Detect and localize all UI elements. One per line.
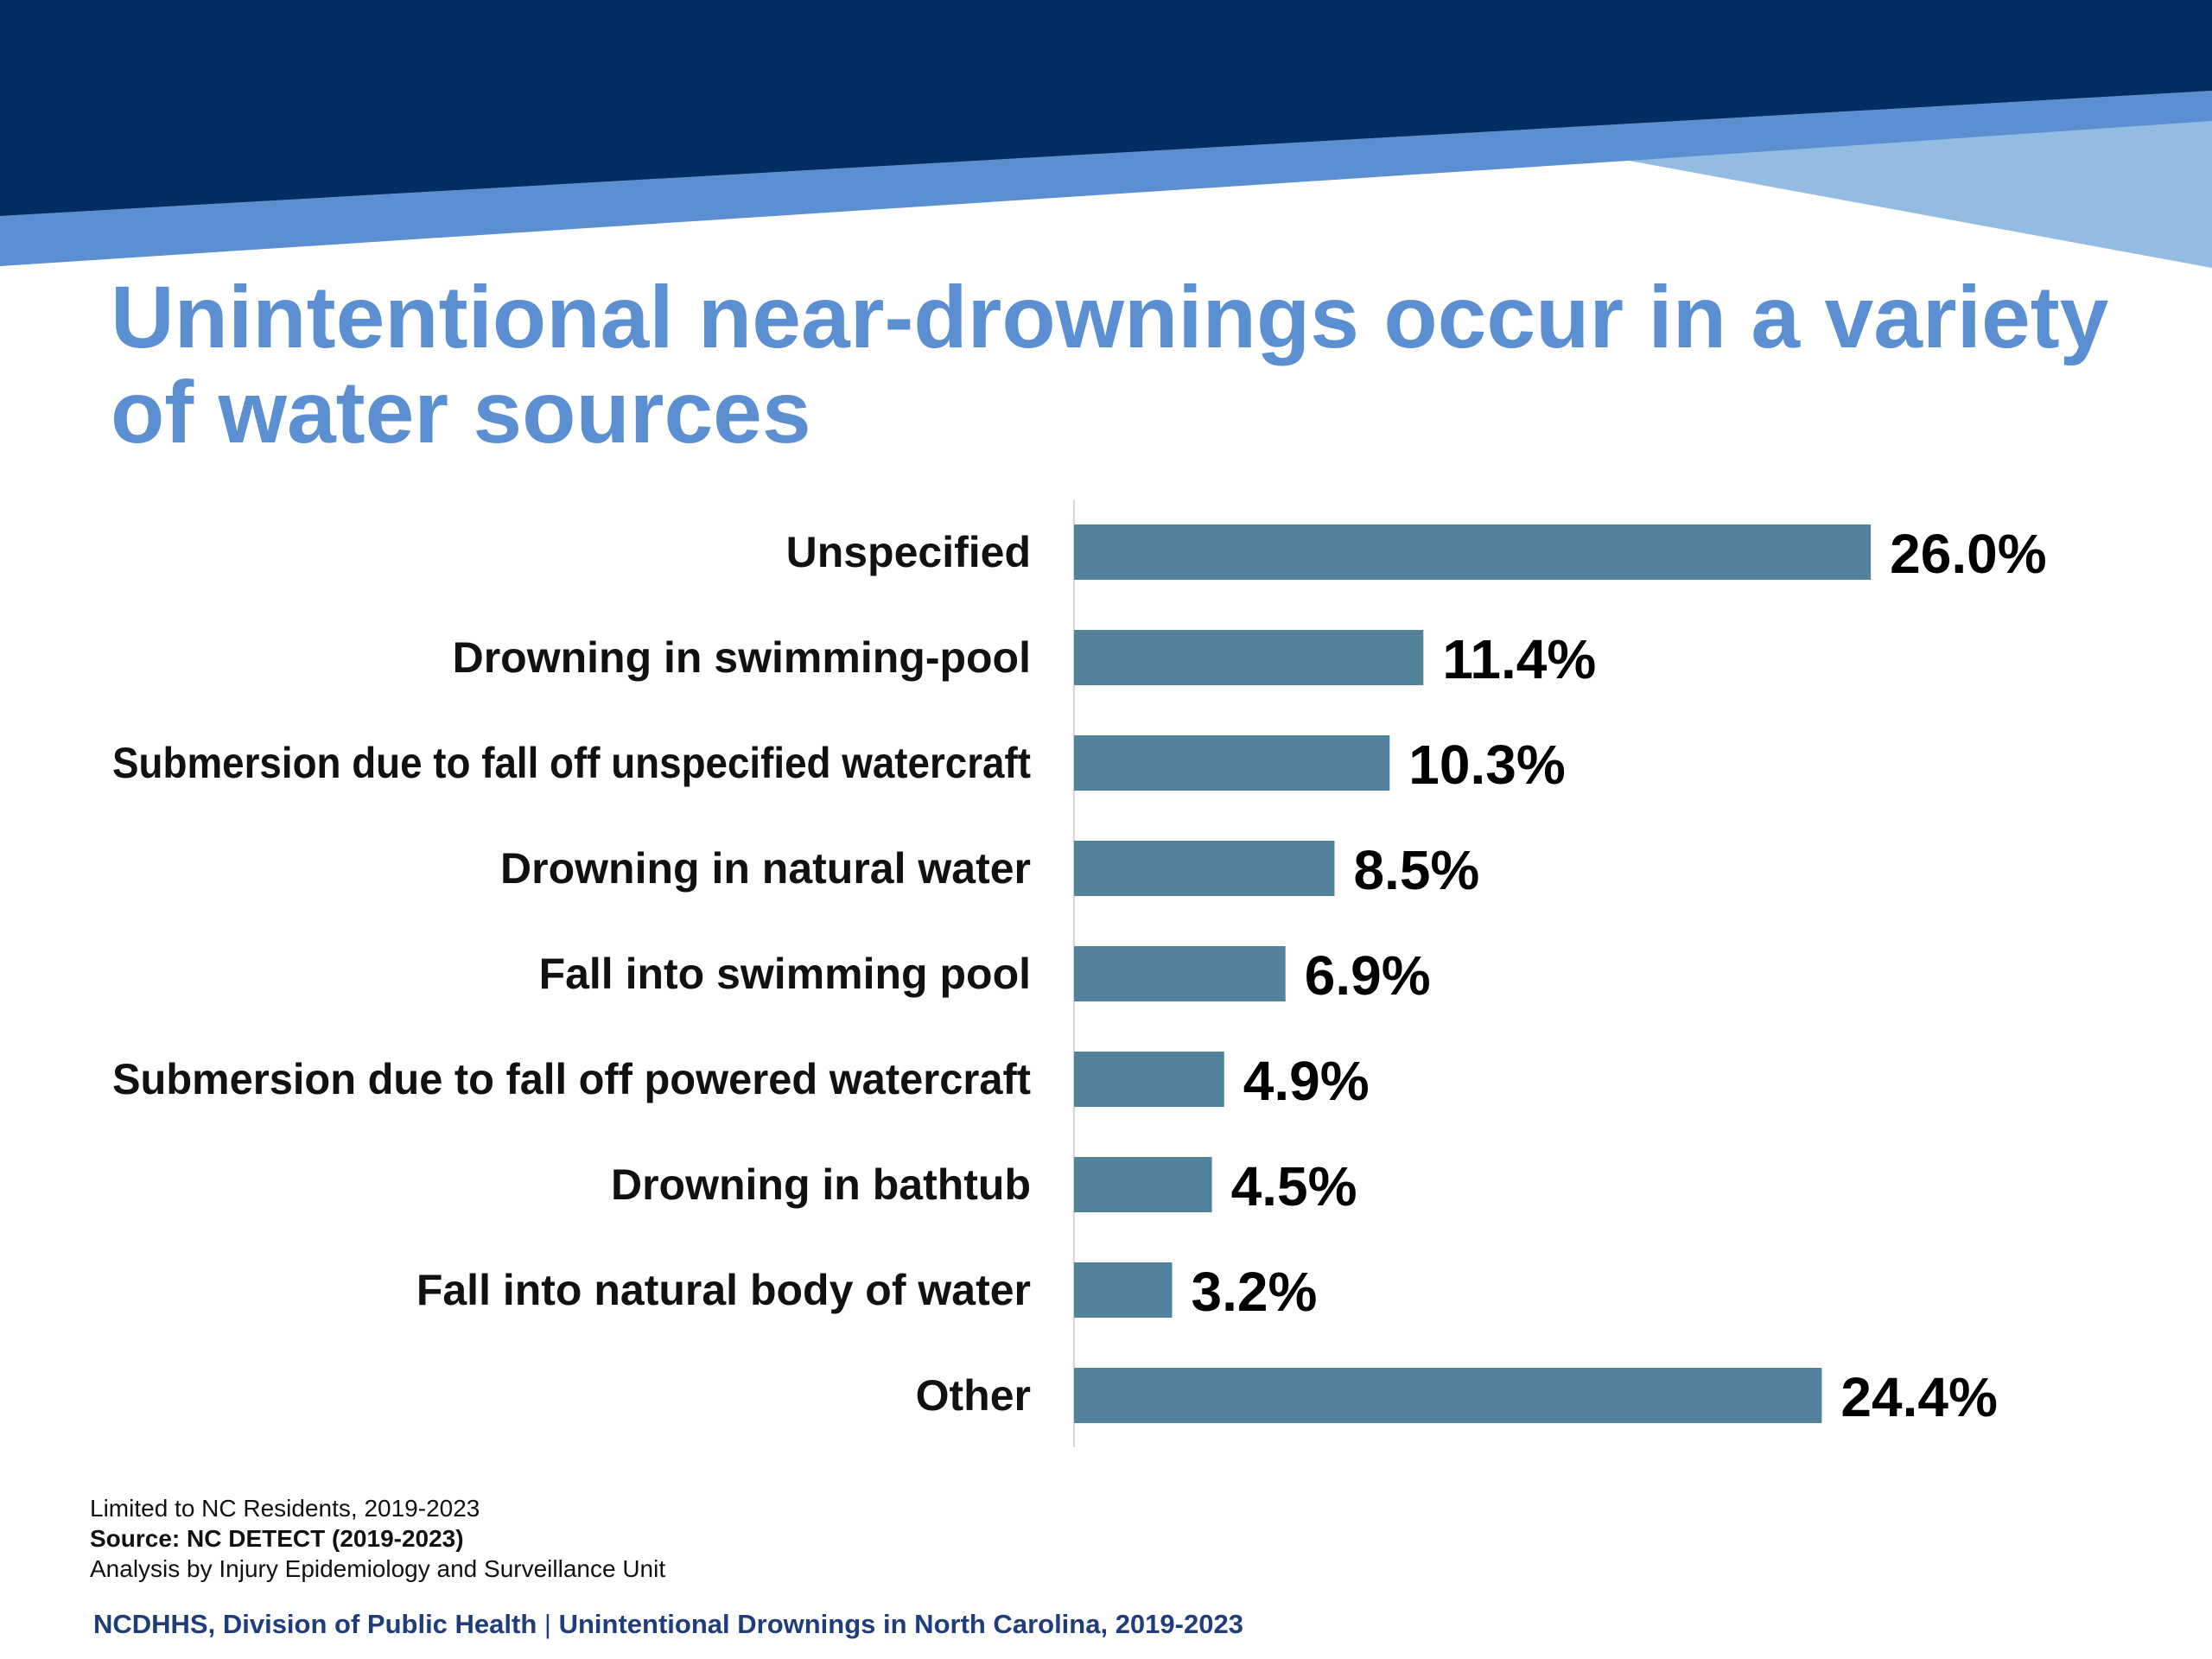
bar-4 xyxy=(1074,946,1286,1001)
header-banner xyxy=(0,0,2212,268)
banner-navy-band xyxy=(0,0,2212,216)
slide-title: Unintentional near-drownings occur in a … xyxy=(111,268,2109,461)
category-label-8: Other xyxy=(916,1371,1031,1420)
value-label-0: 26.0% xyxy=(1890,523,2046,585)
value-label-1: 11.4% xyxy=(1442,628,1596,690)
value-label-8: 24.4% xyxy=(1840,1366,1997,1428)
value-label-6: 4.5% xyxy=(1231,1155,1357,1217)
bar-chart: Unspecified Drowning in swimming-pool Subm… xyxy=(112,499,2047,1447)
note-analysis: Analysis by Injury Epidemiology and Surv… xyxy=(90,1555,666,1582)
category-label-1: Drowning in swimming-pool xyxy=(453,633,1031,682)
bar-8 xyxy=(1074,1368,1822,1423)
bar-5 xyxy=(1074,1052,1224,1107)
note-residents: Limited to NC Residents, 2019-2023 xyxy=(90,1495,480,1522)
note-source: Source: NC DETECT (2019-2023) xyxy=(90,1525,464,1552)
footer-report: Unintentional Drownings in North Carolin… xyxy=(558,1609,1243,1639)
bar-1 xyxy=(1074,630,1424,685)
bar-3 xyxy=(1074,841,1335,896)
value-label-7: 3.2% xyxy=(1191,1261,1317,1323)
footer-org: NCDHHS, Division of Public Health xyxy=(93,1609,537,1639)
footer-separator: | xyxy=(543,1609,551,1639)
bar-2 xyxy=(1074,735,1390,791)
category-label-5: Submersion due to fall off powered water… xyxy=(112,1055,1031,1103)
value-labels-group: 26.0% 11.4% 10.3% 8.5% 6.9% 4.9% 4.5% 3.2% 24.4% xyxy=(1191,523,2046,1428)
category-label-6: Drowning in bathtub xyxy=(611,1160,1031,1209)
bar-6 xyxy=(1074,1157,1212,1212)
category-label-2: Submersion due to fall off unspecified w… xyxy=(112,739,1031,787)
banner-mid-stripe xyxy=(0,91,2212,266)
value-label-3: 8.5% xyxy=(1353,839,1479,901)
bars-group xyxy=(1074,524,1872,1423)
bar-0 xyxy=(1074,524,1872,580)
value-label-2: 10.3% xyxy=(1408,734,1565,796)
category-labels-group: Unspecified Drowning in swimming-pool Subm… xyxy=(112,528,1031,1420)
bar-7 xyxy=(1074,1262,1173,1318)
slide-footer: NCDHHS, Division of Public Health | Unin… xyxy=(93,1609,1243,1640)
category-label-7: Fall into natural body of water xyxy=(416,1266,1031,1314)
banner-light-stripe xyxy=(1624,91,2212,268)
value-label-4: 6.9% xyxy=(1305,944,1431,1007)
value-label-5: 4.9% xyxy=(1243,1050,1370,1112)
category-label-0: Unspecified xyxy=(786,528,1031,576)
category-label-3: Drowning in natural water xyxy=(500,844,1031,893)
chart-notes: Limited to NC Residents, 2019-2023 Sourc… xyxy=(90,1493,665,1584)
category-label-4: Fall into swimming pool xyxy=(539,950,1031,998)
